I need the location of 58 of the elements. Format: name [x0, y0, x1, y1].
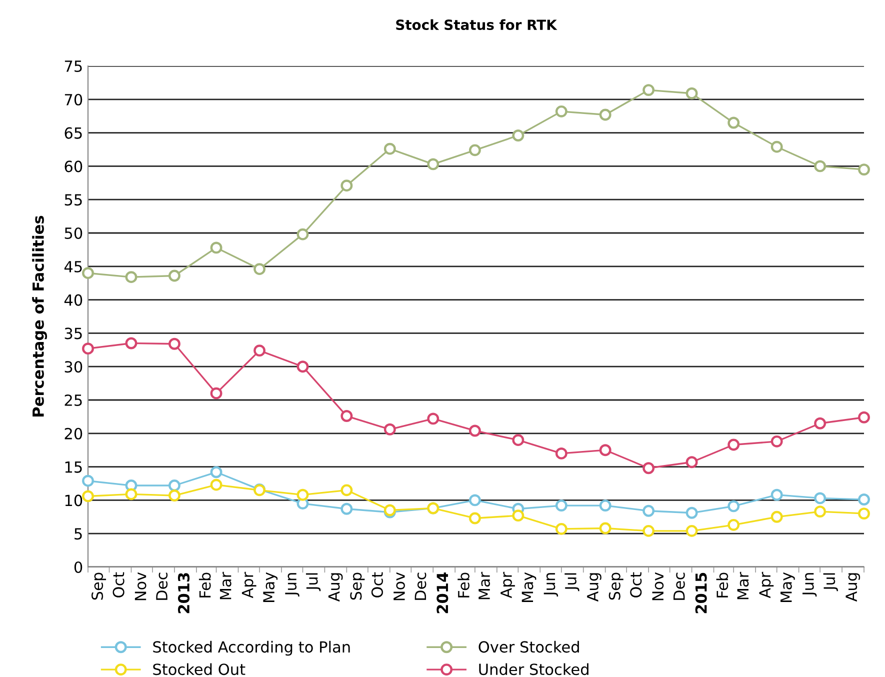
x-tick-label: Oct — [371, 572, 383, 598]
y-tick-label: 70 — [64, 94, 82, 106]
x-tick-label: Nov — [394, 572, 405, 600]
x-tick-label: Oct — [630, 572, 642, 598]
x-tick-label: Mar — [478, 572, 490, 600]
x-tick-label: Aug — [328, 573, 343, 602]
x-tick-label: Feb — [458, 572, 470, 598]
y-tick-label: 55 — [64, 194, 82, 206]
y-tick-label: 0 — [74, 561, 82, 574]
x-tick-label: Jun — [802, 573, 817, 597]
y-tick-label: 30 — [64, 361, 82, 373]
x-tick-label: Jul — [823, 573, 838, 592]
x-tick-label: May — [263, 572, 278, 602]
y-tick-label: 20 — [64, 428, 82, 440]
x-tick-label: 2014 — [436, 572, 448, 614]
legend-label: Over Stocked — [478, 640, 579, 653]
y-tick-label: 65 — [64, 127, 82, 139]
x-tick-label: Jul — [564, 573, 580, 592]
y-tick-label: 5 — [74, 528, 82, 540]
x-tick-label: Apr — [500, 572, 515, 598]
x-tick-label: May — [780, 572, 795, 602]
x-tick-label: Apr — [242, 572, 256, 598]
y-tick-label: 40 — [64, 294, 82, 306]
x-tick-label: Sep — [350, 572, 365, 600]
y-axis-title: Percentage of Facilities — [32, 216, 48, 416]
x-tick-label: Sep — [92, 572, 106, 600]
x-tick-label: Mar — [220, 572, 232, 600]
y-tick-label: 10 — [65, 494, 82, 506]
x-tick-label: Jun — [544, 573, 558, 597]
y-tick-label: 60 — [64, 160, 82, 172]
x-tick-label: May — [522, 572, 536, 602]
y-tick-label: 75 — [64, 60, 82, 72]
x-tick-label: Feb — [716, 572, 728, 598]
x-tick-label: Oct — [112, 572, 124, 598]
x-tick-label: Aug — [587, 573, 602, 602]
y-tick-label: 35 — [64, 328, 82, 340]
x-tick-label: 2013 — [178, 573, 190, 614]
x-tick-label: Dec — [156, 572, 168, 600]
x-tick-label: Sep — [608, 572, 624, 600]
y-tick-label: 15 — [65, 461, 82, 473]
x-tick-label: Dec — [674, 572, 685, 600]
x-tick-label: Apr — [759, 572, 774, 598]
x-tick-label: Jun — [285, 573, 300, 597]
x-tick-label: 2015 — [695, 572, 707, 614]
x-tick-label: Nov — [134, 572, 146, 600]
x-tick-label: Feb — [198, 572, 211, 598]
legend-label: Under Stocked — [479, 663, 588, 676]
chart-title: Stock Status for RTK — [396, 19, 558, 30]
y-tick-label: 25 — [64, 394, 82, 406]
legend-label: Stocked According to Plan — [153, 640, 350, 656]
y-tick-label: 50 — [64, 227, 82, 240]
x-tick-label: Jul — [306, 573, 321, 592]
y-tick-label: 45 — [64, 261, 82, 272]
x-tick-label: Mar — [737, 572, 749, 600]
legend-label: Stocked Out — [153, 663, 246, 676]
x-tick-label: Nov — [652, 572, 664, 600]
x-tick-label: Dec — [414, 572, 426, 600]
x-tick-label: Aug — [846, 573, 860, 602]
